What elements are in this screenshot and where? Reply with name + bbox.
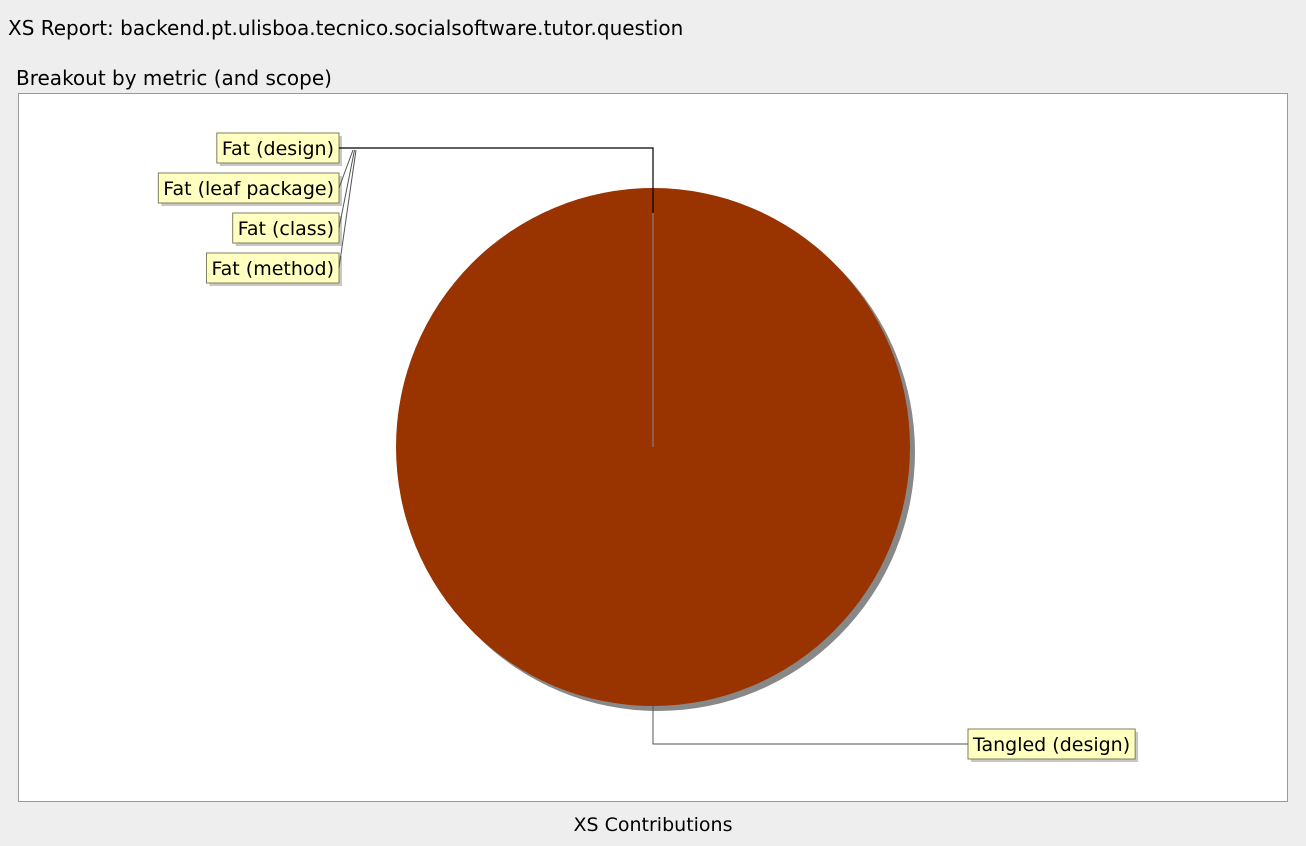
chart-caption: XS Contributions [573,814,733,836]
slice-label-fat-method: Fat (method) [205,252,342,286]
leader-line-fat-method [338,149,357,269]
panel-title: Breakout by metric (and scope) [16,66,332,90]
window-title: XS Report: backend.pt.ulisboa.tecnico.so… [8,16,684,40]
slice-label-text: Tangled (design) [972,734,1130,756]
slice-label-text: Fat (class) [238,218,334,240]
slice-label-fat-design: Fat (design) [216,132,342,166]
slice-label-tangled-design: Tangled (design) [967,728,1139,762]
leader-line-fat-design [339,147,654,213]
slice-label-text: Fat (method) [211,258,334,280]
slice-label-text: Fat (design) [222,138,334,160]
leader-line-fat-leaf-package [338,149,354,189]
leader-line-tangled-design [652,706,968,745]
slice-label-fat-class: Fat (class) [232,212,342,246]
slice-label-fat-leaf-package: Fat (leaf package) [157,172,342,206]
slice-label-text: Fat (leaf package) [163,178,334,200]
leader-line-fat-class [338,149,355,229]
